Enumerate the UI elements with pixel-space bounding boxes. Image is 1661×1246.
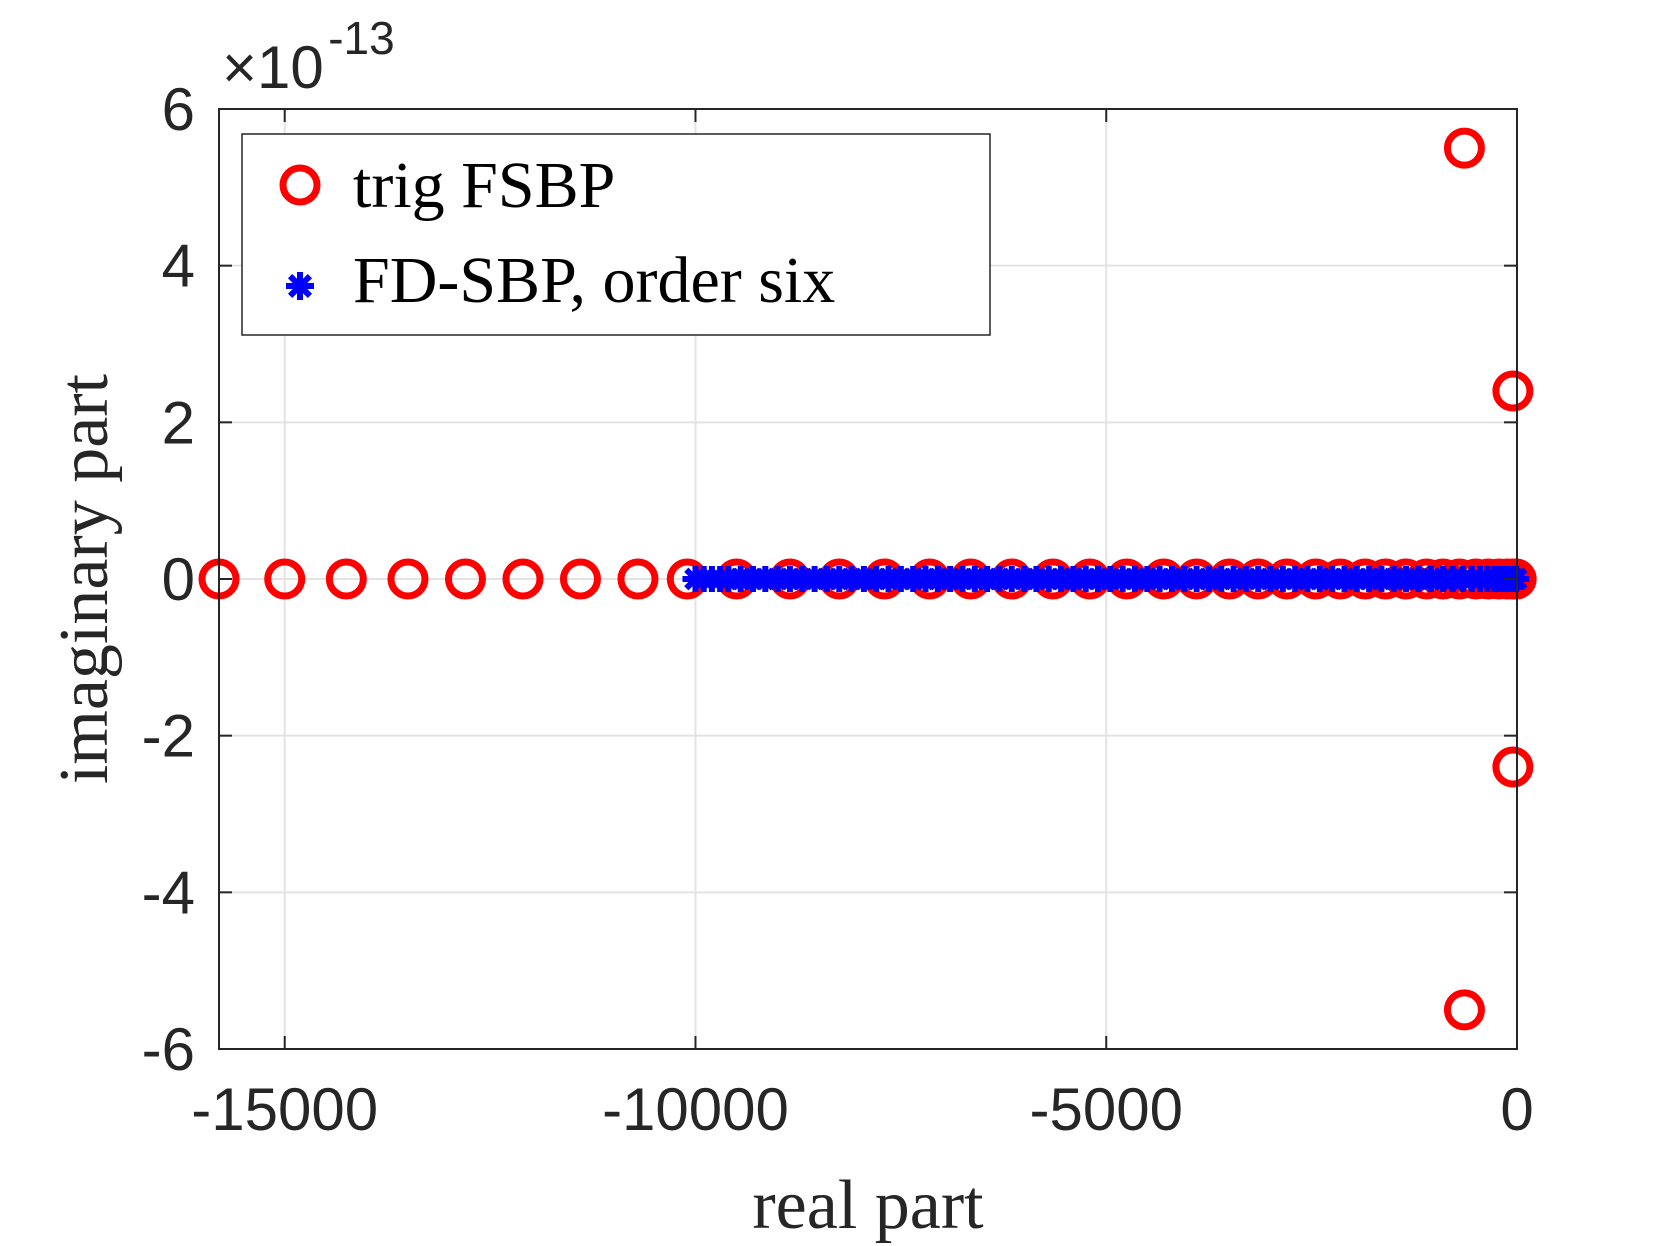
y-tick-label-4: 2 <box>162 389 195 456</box>
legend-label-trig-fsbp: trig FSBP <box>353 149 615 222</box>
y-axis-title: imaginary part <box>46 373 123 784</box>
y-exponent-label: ×10 -13 <box>222 12 395 101</box>
point-s0-41 <box>1492 746 1534 788</box>
legend: trig FSBP FD-SBP, order six <box>241 133 991 336</box>
x-tick-label-3: 0 <box>1500 1076 1533 1143</box>
point-s0-1 <box>264 558 306 600</box>
y-tick-label-2: -2 <box>142 703 195 770</box>
y-tick-label-6: 6 <box>162 76 195 143</box>
y-axis-ticks: -6 -4 -2 0 2 4 6 <box>142 76 1517 1083</box>
point-s0-3 <box>387 558 429 600</box>
point-s0-4 <box>444 558 486 600</box>
x-tick-label-2: -5000 <box>1030 1076 1183 1143</box>
y-exponent-base: ×10 <box>222 34 324 101</box>
y-tick-label-0: -6 <box>142 1016 195 1083</box>
series-1 <box>682 566 1530 592</box>
point-s0-2 <box>325 558 367 600</box>
point-s0-5 <box>502 558 544 600</box>
y-tick-label-5: 4 <box>162 233 195 300</box>
legend-marker-fd-sbp <box>286 272 314 300</box>
legend-marker-trig-fsbp <box>279 164 321 206</box>
x-axis-ticks: -15000 -10000 -5000 0 <box>191 109 1534 1143</box>
y-exponent-power: -13 <box>328 12 394 64</box>
point-s0-39 <box>1443 989 1485 1031</box>
y-tick-label-3: 0 <box>162 546 195 613</box>
point-s0-6 <box>559 558 601 600</box>
y-tick-label-1: -4 <box>142 859 195 926</box>
x-tick-label-1: -10000 <box>602 1076 789 1143</box>
legend-box <box>241 133 991 336</box>
point-s0-40 <box>1492 370 1534 412</box>
point-s0-7 <box>617 558 659 600</box>
x-axis-title: real part <box>752 1167 984 1244</box>
x-tick-label-0: -15000 <box>191 1076 378 1143</box>
data-marks <box>198 127 1537 1031</box>
point-s0-38 <box>1443 127 1485 169</box>
legend-label-fd-sbp: FD-SBP, order six <box>353 244 835 317</box>
legend-star-glyph <box>286 272 314 300</box>
